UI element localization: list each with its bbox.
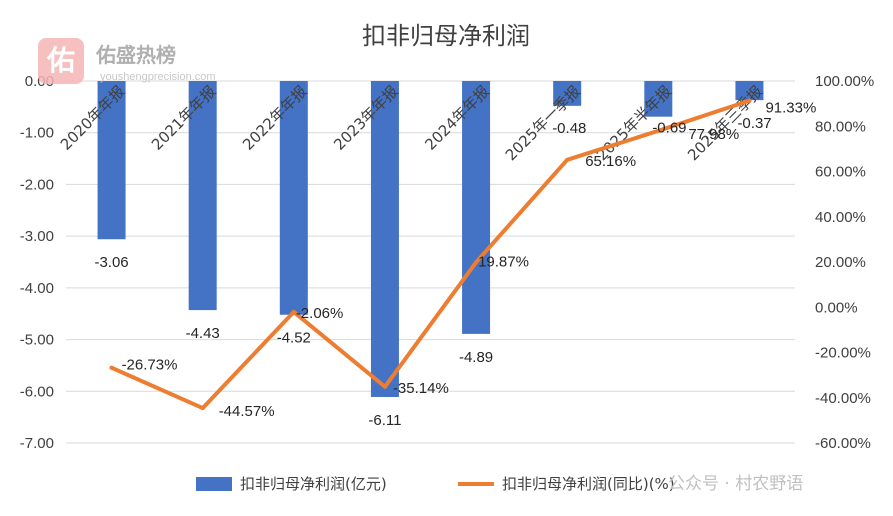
line-data-label: -26.73%: [122, 357, 178, 374]
line-data-label: 65.16%: [585, 153, 636, 170]
legend-bar-swatch: [196, 477, 232, 491]
line-path: [109, 98, 752, 411]
right-tick-label: 100.00%: [815, 73, 874, 90]
line-series: [109, 98, 752, 411]
bar: [462, 81, 491, 334]
line-data-label: -2.06%: [296, 305, 344, 322]
bar-data-label: -0.37: [737, 115, 771, 132]
bar: [279, 81, 308, 315]
bar: [97, 81, 126, 240]
left-tick-label: -1.00: [20, 125, 54, 142]
line-point: [747, 98, 752, 103]
line-point: [565, 157, 570, 162]
line-point: [382, 384, 387, 389]
source-note: 公众号 · 村农野语: [668, 474, 803, 494]
line-data-label: 77.98%: [688, 126, 739, 143]
left-tick-label: -2.00: [20, 176, 54, 193]
bar: [370, 81, 399, 397]
line-point: [200, 406, 205, 411]
line-point: [474, 260, 479, 265]
bar-data-label: -0.69: [652, 120, 686, 137]
left-tick-label: -4.00: [20, 280, 54, 297]
legend-line-label: 扣非归母净利润(同比)(%): [502, 475, 675, 493]
right-axis-ticks: 100.00% 80.00% 60.00% 40.00% 20.00% 0.00% -20.…: [815, 73, 874, 452]
bar-data-label: -4.89: [459, 349, 493, 366]
watermark-url: youshengprecision.com: [100, 71, 216, 83]
left-tick-label: -6.00: [20, 383, 54, 400]
bar-data-label: -0.48: [552, 120, 586, 137]
right-tick-label: -60.00%: [815, 435, 871, 452]
line-point: [656, 128, 661, 133]
right-tick-label: 60.00%: [815, 164, 866, 181]
right-tick-label: 0.00%: [815, 299, 858, 316]
right-tick-label: -40.00%: [815, 390, 871, 407]
bar: [553, 81, 582, 106]
bar-data-label: -3.06: [94, 254, 128, 271]
legend: 扣非归母净利润(亿元) 扣非归母净利润(同比)(%): [196, 475, 675, 493]
chart-title: 扣非归母净利润: [362, 22, 530, 50]
right-tick-label: 80.00%: [815, 118, 866, 135]
watermark-logo-char: 佑: [46, 44, 75, 77]
data-labels: -3.06 -4.43 -4.52 -6.11 -4.89 -0.48 -0.69 -0.37…: [94, 100, 816, 429]
bar-data-label: -4.52: [277, 330, 311, 347]
watermark: 佑 佑盛热榜 youshengprecision.com: [38, 38, 216, 84]
line-point: [109, 365, 114, 370]
line-data-label: 91.33%: [765, 100, 816, 117]
bar: [735, 81, 764, 101]
bar: [188, 81, 217, 311]
left-axis-ticks: 0.00-1.00-2.00-3.00-4.00-5.00-6.00-7.00: [20, 73, 54, 452]
right-tick-label: -20.00%: [815, 345, 871, 362]
right-tick-label: 20.00%: [815, 254, 866, 271]
legend-bar-label: 扣非归母净利润(亿元): [240, 475, 387, 493]
right-tick-label: 40.00%: [815, 209, 866, 226]
watermark-logo-icon: [38, 38, 84, 84]
bar-series: [97, 81, 764, 397]
bar: [644, 81, 673, 117]
left-tick-label: -3.00: [20, 228, 54, 245]
bar-data-label: -4.43: [186, 325, 220, 342]
left-tick-label: -7.00: [20, 435, 54, 452]
line-data-label: 19.87%: [478, 253, 529, 270]
watermark-name: 佑盛热榜: [95, 43, 176, 67]
line-point: [291, 309, 296, 314]
line-data-label: -44.57%: [219, 403, 275, 420]
gridlines: [66, 80, 795, 444]
line-data-label: -35.14%: [393, 380, 449, 397]
left-tick-label: -5.00: [20, 332, 54, 349]
bar-data-label: -6.11: [368, 412, 401, 429]
